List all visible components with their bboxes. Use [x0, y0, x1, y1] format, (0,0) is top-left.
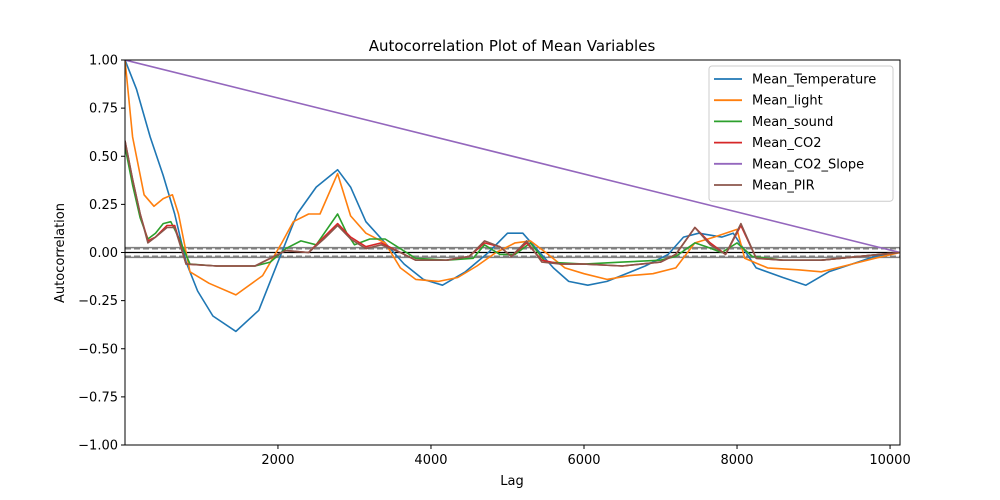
x-tick-label: 8000 — [720, 453, 753, 468]
chart-title: Autocorrelation Plot of Mean Variables — [369, 37, 656, 55]
series-line-mean-pir — [125, 140, 900, 267]
y-tick-label: 0.00 — [89, 246, 118, 261]
legend-label-mean-co2-slope: Mean_CO2_Slope — [752, 157, 864, 172]
y-tick-label: 0.75 — [89, 102, 118, 117]
x-tick-label: 10000 — [869, 453, 910, 468]
y-tick-label: −0.50 — [78, 342, 118, 357]
legend-label-mean-pir: Mean_PIR — [752, 179, 815, 194]
legend-label-mean-co2: Mean_CO2 — [752, 136, 822, 151]
legend-label-mean-temperature: Mean_Temperature — [752, 73, 876, 88]
series-line-mean-temperature — [125, 60, 900, 333]
y-tick-label: −0.75 — [78, 390, 118, 405]
x-axis-label: Lag — [500, 474, 523, 489]
y-tick-label: −1.00 — [78, 439, 118, 454]
x-tick-label: 6000 — [567, 453, 600, 468]
y-tick-label: 0.25 — [89, 198, 118, 213]
series-group — [125, 60, 900, 333]
series-line-mean-co2-slope — [125, 60, 900, 254]
legend-label-mean-sound: Mean_sound — [752, 115, 833, 130]
legend-box — [708, 65, 894, 202]
y-axis-label: Autocorrelation — [53, 203, 68, 303]
series-line-mean-light — [125, 60, 900, 296]
y-tick-label: −0.25 — [78, 294, 118, 309]
y-tick-label: 0.50 — [89, 150, 118, 165]
y-tick-label: 1.00 — [89, 54, 118, 69]
x-tick-label: 2000 — [261, 453, 294, 468]
y-axis-ticks: −1.00 −0.75 −0.50 −0.25 0.00 0.25 0.50 0.75 1.00 — [78, 54, 125, 454]
x-axis-ticks: 2000 4000 6000 8000 10000 — [261, 445, 911, 468]
x-tick-label: 4000 — [414, 453, 447, 468]
legend-label-mean-light: Mean_light — [752, 94, 823, 109]
legend: Mean_Temperature Mean_light Mean_sound Mean… — [708, 65, 894, 202]
